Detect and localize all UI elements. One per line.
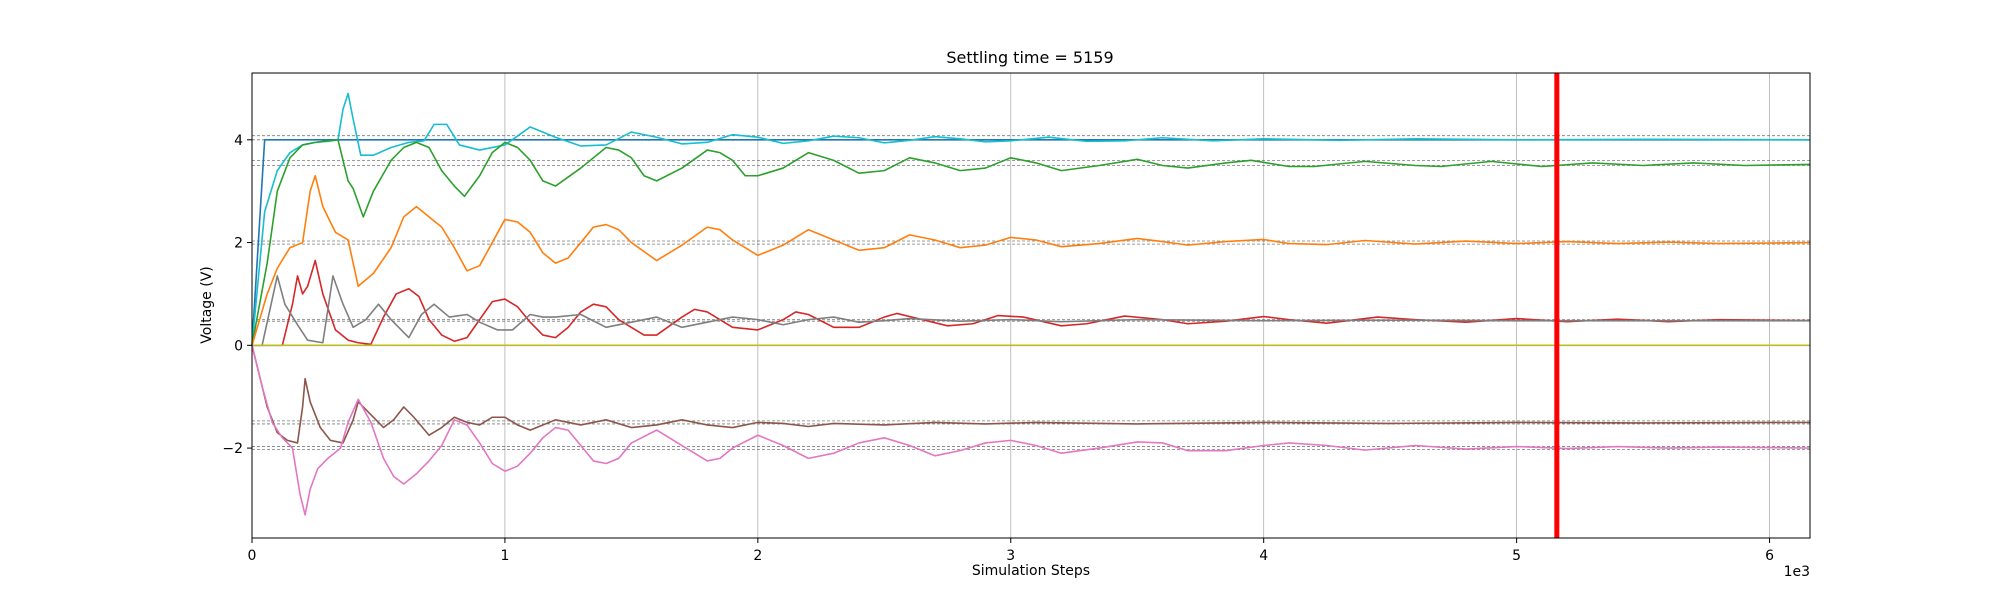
series-line-5	[252, 275, 1810, 347]
x-tick-label-6: 6	[1765, 548, 1774, 564]
y-axis-label: Voltage (V)	[199, 266, 215, 343]
x-tick-label-0: 0	[248, 548, 257, 564]
series-line-2	[251, 139, 1811, 346]
series-line-8	[251, 345, 1811, 516]
grid-layer	[504, 73, 1770, 538]
x-tick-label-3: 3	[1006, 548, 1015, 564]
y-tick-label-3: 4	[234, 133, 243, 149]
x-tick-label-4: 4	[1259, 548, 1268, 564]
chart-title: Settling time = 5159	[946, 48, 1113, 67]
plot-frame	[251, 72, 1811, 539]
series-line-4	[252, 259, 1811, 347]
x-tick-label-5: 5	[1512, 548, 1521, 564]
x-axis-offset-label: 1e3	[1784, 564, 1810, 580]
x-tick-label-2: 2	[753, 548, 762, 564]
series-line-7	[251, 345, 1811, 444]
series-line-3	[251, 174, 1811, 346]
x-axis-label: Simulation Steps	[972, 563, 1090, 579]
y-tick-label-2: 2	[234, 236, 243, 252]
series-layer	[251, 92, 1811, 516]
series-line-1	[251, 92, 1811, 346]
x-tick-label-1: 1	[500, 548, 509, 564]
y-tick-label-1: 0	[234, 338, 243, 354]
y-tick-label-0: −2	[222, 441, 243, 457]
reference-lines	[252, 135, 1810, 451]
tick-layer: 0 1 2 3 4 5 6 −2 0 2 4	[222, 133, 1774, 564]
